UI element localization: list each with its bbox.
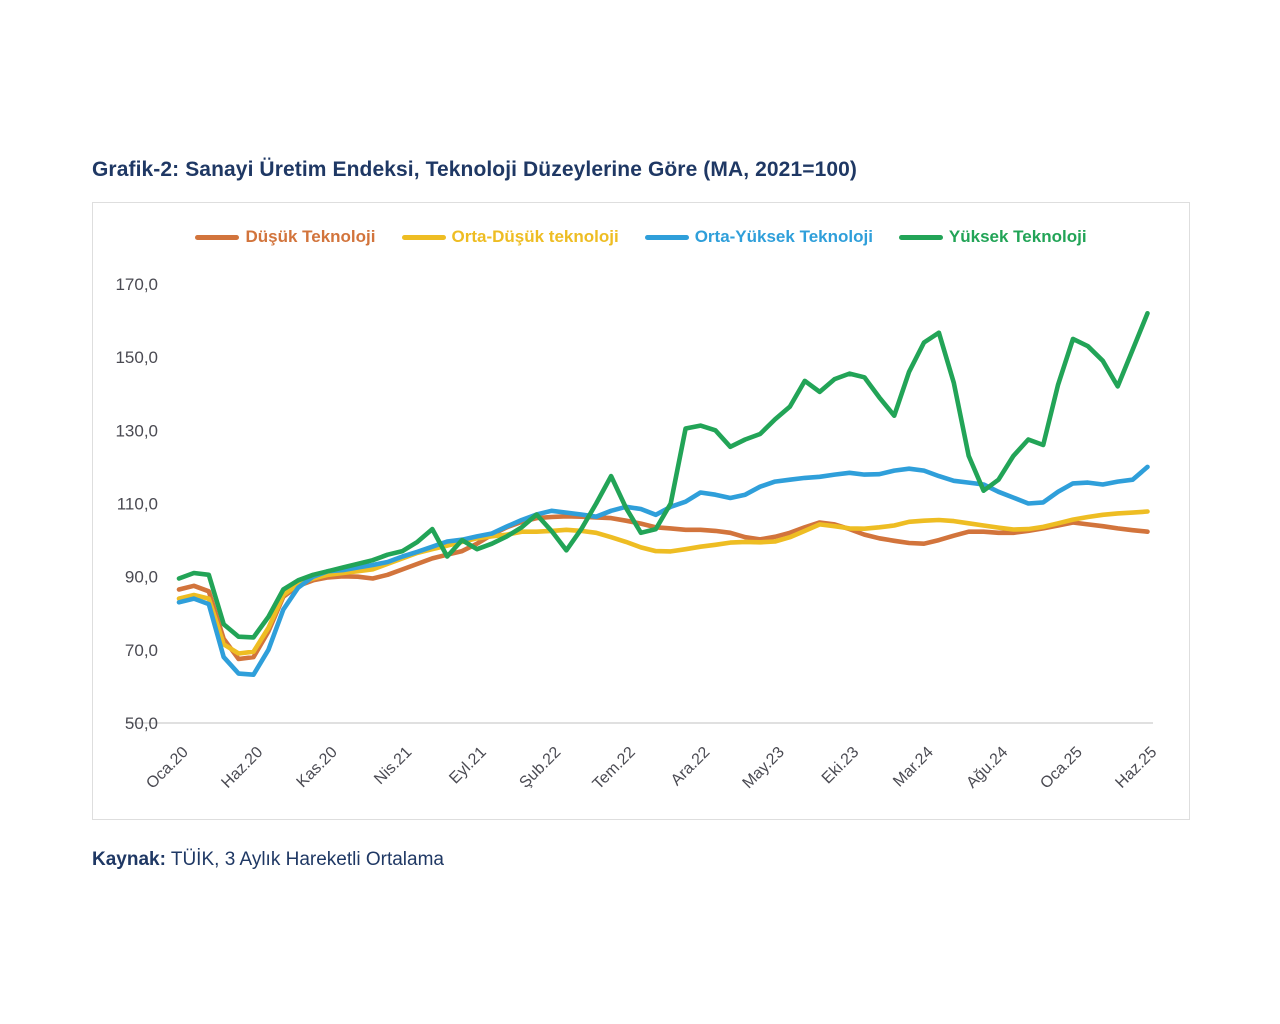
legend-label-orta-dusuk-teknoloji: Orta-Düşük teknoloji (451, 227, 619, 246)
series-line-d-k-teknoloji (176, 513, 1150, 662)
legend-swatch-green (898, 234, 943, 240)
y-tick-label: 110,0 (117, 495, 158, 514)
x-tick-label: Oca.20 (143, 744, 192, 793)
source-label: Kaynak: (92, 849, 166, 870)
y-tick-label: 90,0 (125, 568, 158, 587)
y-tick-label: 170,0 (115, 275, 158, 294)
legend-item-orta-dusuk-teknoloji: Orta-Düşük teknoloji (401, 227, 619, 247)
legend-item-orta-yuksek-teknoloji: Orta-Yüksek Teknoloji (644, 227, 873, 247)
legend-item-dusuk-teknoloji: Düşük Teknoloji (195, 227, 376, 247)
y-tick-label: 50,0 (125, 714, 158, 733)
legend-swatch-yellow (401, 234, 446, 240)
y-tick-label: 130,0 (115, 421, 158, 440)
source-note: Kaynak: TÜİK, 3 Aylık Hareketli Ortalama (92, 849, 444, 871)
line-chart: 170,0 150,0 130,0 110,0 90,0 70,0 50,0 Oca.20 Ha… (115, 275, 1160, 793)
legend-label-dusuk-teknoloji: Düşük Teknoloji (245, 227, 376, 246)
x-tick-label: Ara.22 (668, 744, 713, 789)
x-tick-label: Tem.22 (590, 744, 639, 793)
chart-legend: Düşük Teknoloji Orta-Düşük teknoloji Ort… (93, 227, 1189, 247)
x-tick-label: Mar.24 (890, 744, 937, 791)
x-tick-label: Eyl.21 (446, 744, 490, 788)
legend-item-yuksek-teknoloji: Yüksek Teknoloji (898, 227, 1087, 247)
legend-label-yuksek-teknoloji: Yüksek Teknoloji (948, 227, 1087, 246)
x-tick-label: Nis.21 (371, 744, 415, 788)
y-tick-label: 150,0 (115, 348, 158, 367)
series-line-orta-d-k-teknoloji (176, 509, 1150, 656)
x-tick-label: Şub.22 (516, 744, 564, 792)
legend-swatch-blue (644, 234, 689, 240)
x-tick-label: May.23 (740, 744, 788, 792)
source-text: TÜİK, 3 Aylık Hareketli Ortalama (165, 849, 444, 870)
y-tick-label: 70,0 (125, 641, 158, 660)
x-tick-label: Eki.23 (819, 744, 863, 788)
x-tick-label: Kas.20 (294, 744, 341, 791)
legend-swatch-orange (195, 234, 240, 240)
legend-label-orta-yuksek-teknoloji: Orta-Yüksek Teknoloji (694, 227, 873, 246)
x-tick-label: Haz.25 (1112, 744, 1160, 792)
x-tick-label: Haz.20 (218, 744, 266, 792)
x-tick-label: Ağu.24 (963, 744, 1011, 792)
chart-title: Grafik-2: Sanayi Üretim Endeksi, Teknolo… (92, 158, 858, 181)
series-line-y-ksek-teknoloji (176, 311, 1150, 640)
x-tick-label: Oca.25 (1037, 744, 1086, 793)
chart-card: Düşük Teknoloji Orta-Düşük teknoloji Ort… (92, 202, 1190, 820)
